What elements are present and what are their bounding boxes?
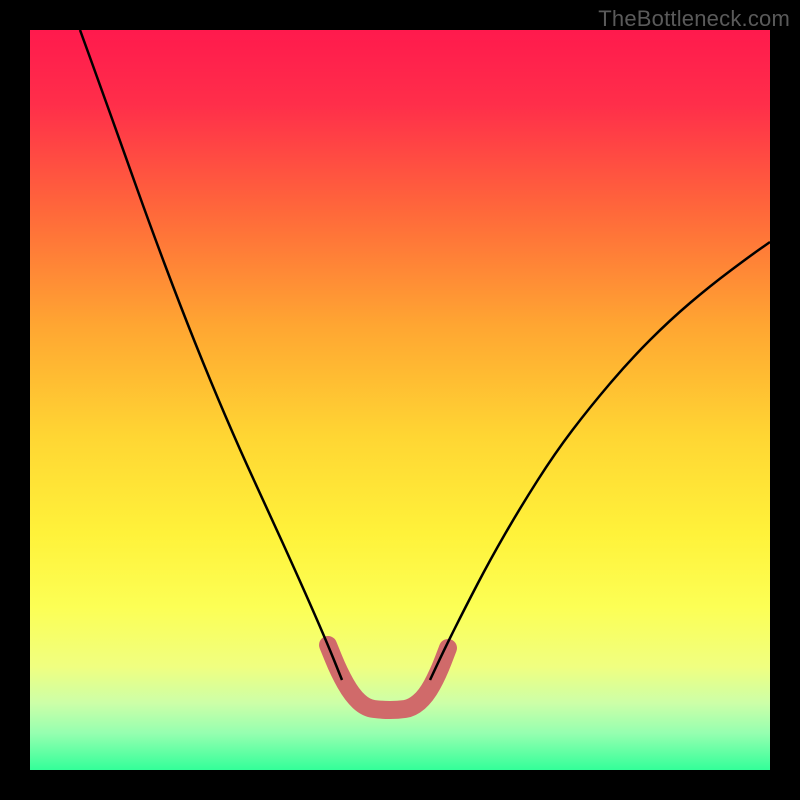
gradient-background (30, 30, 770, 770)
chart-svg (30, 30, 770, 770)
plot-area (30, 30, 770, 770)
chart-canvas: TheBottleneck.com (0, 0, 800, 800)
watermark-text: TheBottleneck.com (598, 6, 790, 32)
